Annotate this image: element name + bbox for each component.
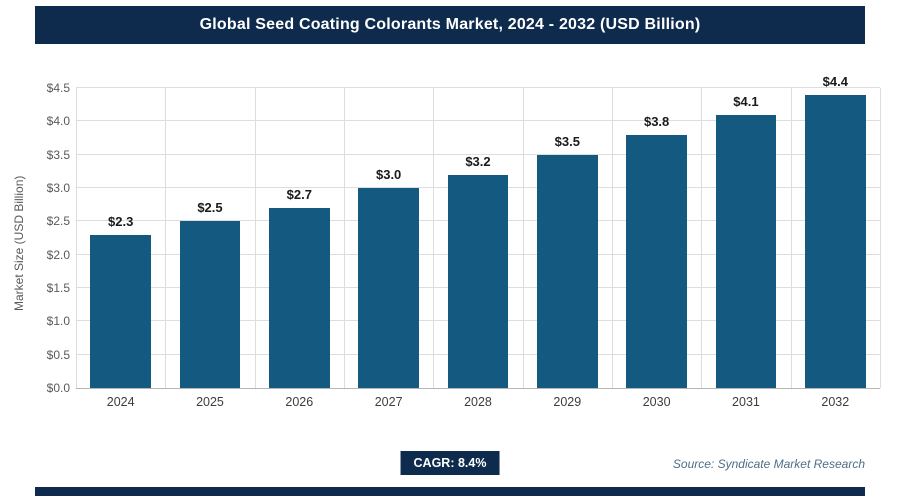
bar-2030: [626, 134, 687, 388]
bar-column-2024: $2.3: [76, 88, 165, 388]
x-tick-label: 2025: [196, 395, 224, 409]
bar-column-2029: $3.5: [523, 88, 612, 388]
y-axis-line: [76, 88, 77, 388]
chart-title: Global Seed Coating Colorants Market, 20…: [199, 16, 701, 33]
v-gridline: [611, 88, 613, 388]
bar-2027: [358, 188, 419, 388]
y-tick-label: $1.5: [46, 281, 70, 296]
x-tick-label: 2030: [642, 395, 671, 409]
bar-value-label: $4.1: [733, 93, 759, 109]
v-gridline: [701, 88, 703, 388]
plot-area: $0.0 $0.5 $1.0 $1.5 $2.0 $2.5 $3.0 $3.5 $4.0 $4.5…: [47, 74, 881, 395]
chart-title-bar: Global Seed Coating Colorants Market, 20…: [35, 6, 865, 44]
v-gridline: [433, 88, 435, 388]
chart-footer: CAGR: 8.4% Source: Syndicate Market Rese…: [0, 451, 900, 477]
bar-value-label: $3.0: [375, 167, 402, 183]
y-tick-label: $0.0: [46, 381, 70, 395]
y-tick-label: $1.0: [46, 314, 70, 329]
bar-value-label: $3.2: [465, 153, 491, 169]
bar-column-2030: $3.8: [612, 88, 701, 388]
x-tick-label: 2031: [732, 395, 760, 409]
x-tick-label: 2028: [464, 395, 492, 409]
h-gridline: [76, 153, 880, 155]
bar-value-label: $3.5: [554, 133, 580, 149]
bottom-strip: [35, 487, 865, 496]
v-gridline: [343, 88, 345, 388]
cagr-badge: CAGR: 8.4%: [400, 451, 500, 475]
bar-2032: [804, 94, 866, 388]
y-tick-label: $4.0: [46, 114, 70, 129]
bar-2026: [268, 208, 330, 388]
bar-column-2031: $4.1: [701, 88, 790, 388]
bar-2024: [90, 234, 152, 388]
h-gridline: [76, 120, 880, 122]
x-tick-label: 2024: [106, 395, 135, 409]
bar-value-label: $3.8: [643, 113, 670, 129]
v-gridline: [522, 88, 524, 388]
v-gridline: [790, 88, 792, 388]
y-tick-label: $3.5: [46, 147, 70, 162]
y-tick-label: $3.0: [46, 181, 70, 196]
bar-2031: [715, 114, 777, 388]
bar-value-label: $2.3: [108, 213, 134, 229]
bars: $2.3 $2.5 $2.7 $3.0 $3.2 $3.5 $3.8 $4.1 $4.4: [76, 74, 880, 388]
bar-column-2032: $4.4: [791, 74, 880, 388]
v-gridline: [880, 88, 881, 388]
x-tick-label: 2029: [553, 395, 582, 409]
y-axis-title: Market Size (USD Billion): [12, 175, 26, 312]
bar-2029: [536, 154, 598, 388]
v-gridline: [165, 88, 167, 388]
chart: Market Size (USD Billion) $0.0 $0.5 $1.0 $1…: [12, 62, 881, 415]
bar-column-2025: $2.5: [165, 88, 254, 388]
h-gridline: [76, 87, 880, 88]
bar-2028: [447, 174, 509, 388]
x-axis-labels: 2024 2025 2026 2027 2028 2029 2030 2031 2032: [76, 389, 880, 415]
bar-2025: [179, 221, 241, 388]
bar-column-2028: $3.2: [433, 88, 522, 388]
y-tick-label: $2.5: [46, 214, 70, 229]
bar-column-2026: $2.7: [255, 88, 344, 388]
v-gridline: [254, 88, 256, 388]
source-text: Source: Syndicate Market Research: [672, 457, 865, 471]
x-tick-label: 2026: [285, 395, 314, 409]
y-tick-label: $4.5: [46, 81, 70, 95]
y-tick-label: $0.5: [46, 347, 70, 362]
y-tick-label: $2.0: [46, 247, 70, 262]
x-tick-label: 2032: [821, 395, 850, 409]
bar-value-label: $2.5: [197, 200, 223, 216]
bar-column-2027: $3.0: [344, 88, 433, 388]
bar-value-label: $4.4: [822, 73, 848, 89]
x-tick-label: 2027: [374, 395, 403, 409]
plot-wrap: $0.0 $0.5 $1.0 $1.5 $2.0 $2.5 $3.0 $3.5 $4.0 $4.5…: [26, 62, 881, 415]
bar-value-label: $2.7: [286, 187, 312, 202]
